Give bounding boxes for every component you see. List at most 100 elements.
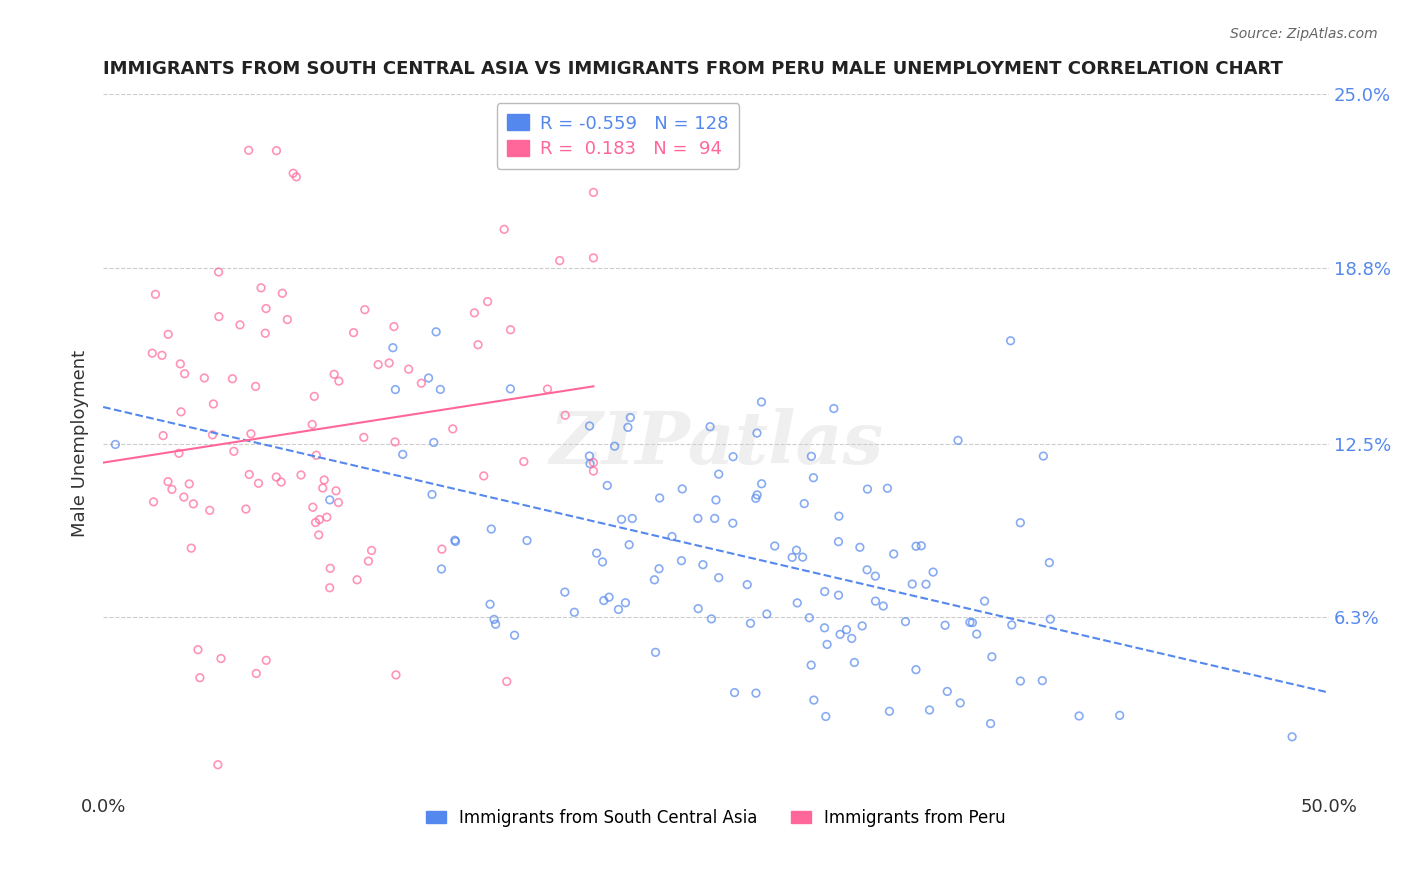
Point	[384, 434, 406, 449]
Point	[949, 696, 972, 710]
Point	[173, 490, 195, 504]
Point	[564, 605, 586, 619]
Point	[973, 594, 995, 608]
Point	[700, 612, 723, 626]
Point	[946, 434, 969, 448]
Point	[385, 668, 408, 682]
Point	[247, 476, 270, 491]
Point	[671, 482, 693, 496]
Point	[1031, 673, 1053, 688]
Point	[918, 703, 941, 717]
Point	[707, 571, 730, 585]
Point	[271, 286, 294, 301]
Point	[430, 542, 453, 557]
Point	[482, 612, 505, 626]
Point	[245, 379, 267, 393]
Point	[1001, 618, 1024, 632]
Point	[617, 538, 640, 552]
Point	[841, 632, 863, 646]
Point	[420, 487, 443, 501]
Point	[644, 645, 666, 659]
Point	[323, 368, 346, 382]
Point	[1010, 516, 1032, 530]
Point	[305, 448, 328, 462]
Point	[276, 312, 298, 326]
Point	[661, 529, 683, 543]
Point	[554, 409, 576, 423]
Point	[513, 454, 536, 468]
Point	[270, 475, 292, 489]
Point	[145, 287, 167, 301]
Point	[381, 341, 404, 355]
Point	[815, 637, 838, 651]
Point	[592, 593, 614, 607]
Point	[485, 617, 508, 632]
Point	[803, 471, 825, 485]
Point	[384, 383, 406, 397]
Point	[201, 428, 224, 442]
Point	[703, 511, 725, 525]
Point	[254, 301, 277, 316]
Point	[579, 457, 602, 471]
Point	[610, 512, 633, 526]
Point	[922, 565, 945, 579]
Point	[1032, 449, 1054, 463]
Point	[905, 539, 928, 553]
Point	[582, 186, 605, 200]
Point	[444, 534, 467, 549]
Point	[308, 513, 330, 527]
Point	[209, 651, 232, 665]
Point	[398, 362, 420, 376]
Point	[183, 497, 205, 511]
Point	[357, 554, 380, 568]
Point	[792, 550, 814, 565]
Point	[851, 619, 873, 633]
Point	[959, 615, 981, 630]
Point	[229, 318, 252, 332]
Point	[894, 615, 917, 629]
Point	[104, 437, 127, 451]
Point	[879, 704, 901, 718]
Point	[1067, 709, 1090, 723]
Point	[707, 467, 730, 482]
Point	[800, 450, 823, 464]
Point	[603, 439, 626, 453]
Point	[141, 346, 163, 360]
Point	[735, 577, 758, 591]
Point	[966, 627, 988, 641]
Point	[290, 467, 312, 482]
Point	[745, 488, 768, 502]
Point	[699, 419, 721, 434]
Point	[814, 584, 837, 599]
Point	[751, 395, 773, 409]
Point	[173, 367, 195, 381]
Point	[648, 562, 671, 576]
Point	[872, 599, 894, 613]
Point	[578, 449, 600, 463]
Point	[755, 607, 778, 621]
Point	[619, 410, 641, 425]
Point	[786, 596, 808, 610]
Point	[813, 621, 835, 635]
Point	[479, 597, 502, 611]
Point	[865, 594, 887, 608]
Point	[828, 509, 851, 524]
Point	[429, 383, 451, 397]
Point	[494, 222, 516, 236]
Point	[325, 483, 347, 498]
Point	[156, 475, 179, 489]
Point	[751, 476, 773, 491]
Point	[876, 481, 898, 495]
Point	[740, 616, 762, 631]
Point	[499, 323, 522, 337]
Point	[239, 426, 262, 441]
Point	[915, 577, 938, 591]
Point	[823, 401, 845, 416]
Point	[980, 716, 1002, 731]
Point	[319, 492, 342, 507]
Point	[799, 611, 821, 625]
Point	[463, 306, 485, 320]
Text: IMMIGRANTS FROM SOUTH CENTRAL ASIA VS IMMIGRANTS FROM PERU MALE UNEMPLOYMENT COR: IMMIGRANTS FROM SOUTH CENTRAL ASIA VS IM…	[103, 60, 1284, 78]
Point	[1281, 730, 1303, 744]
Point	[301, 417, 323, 432]
